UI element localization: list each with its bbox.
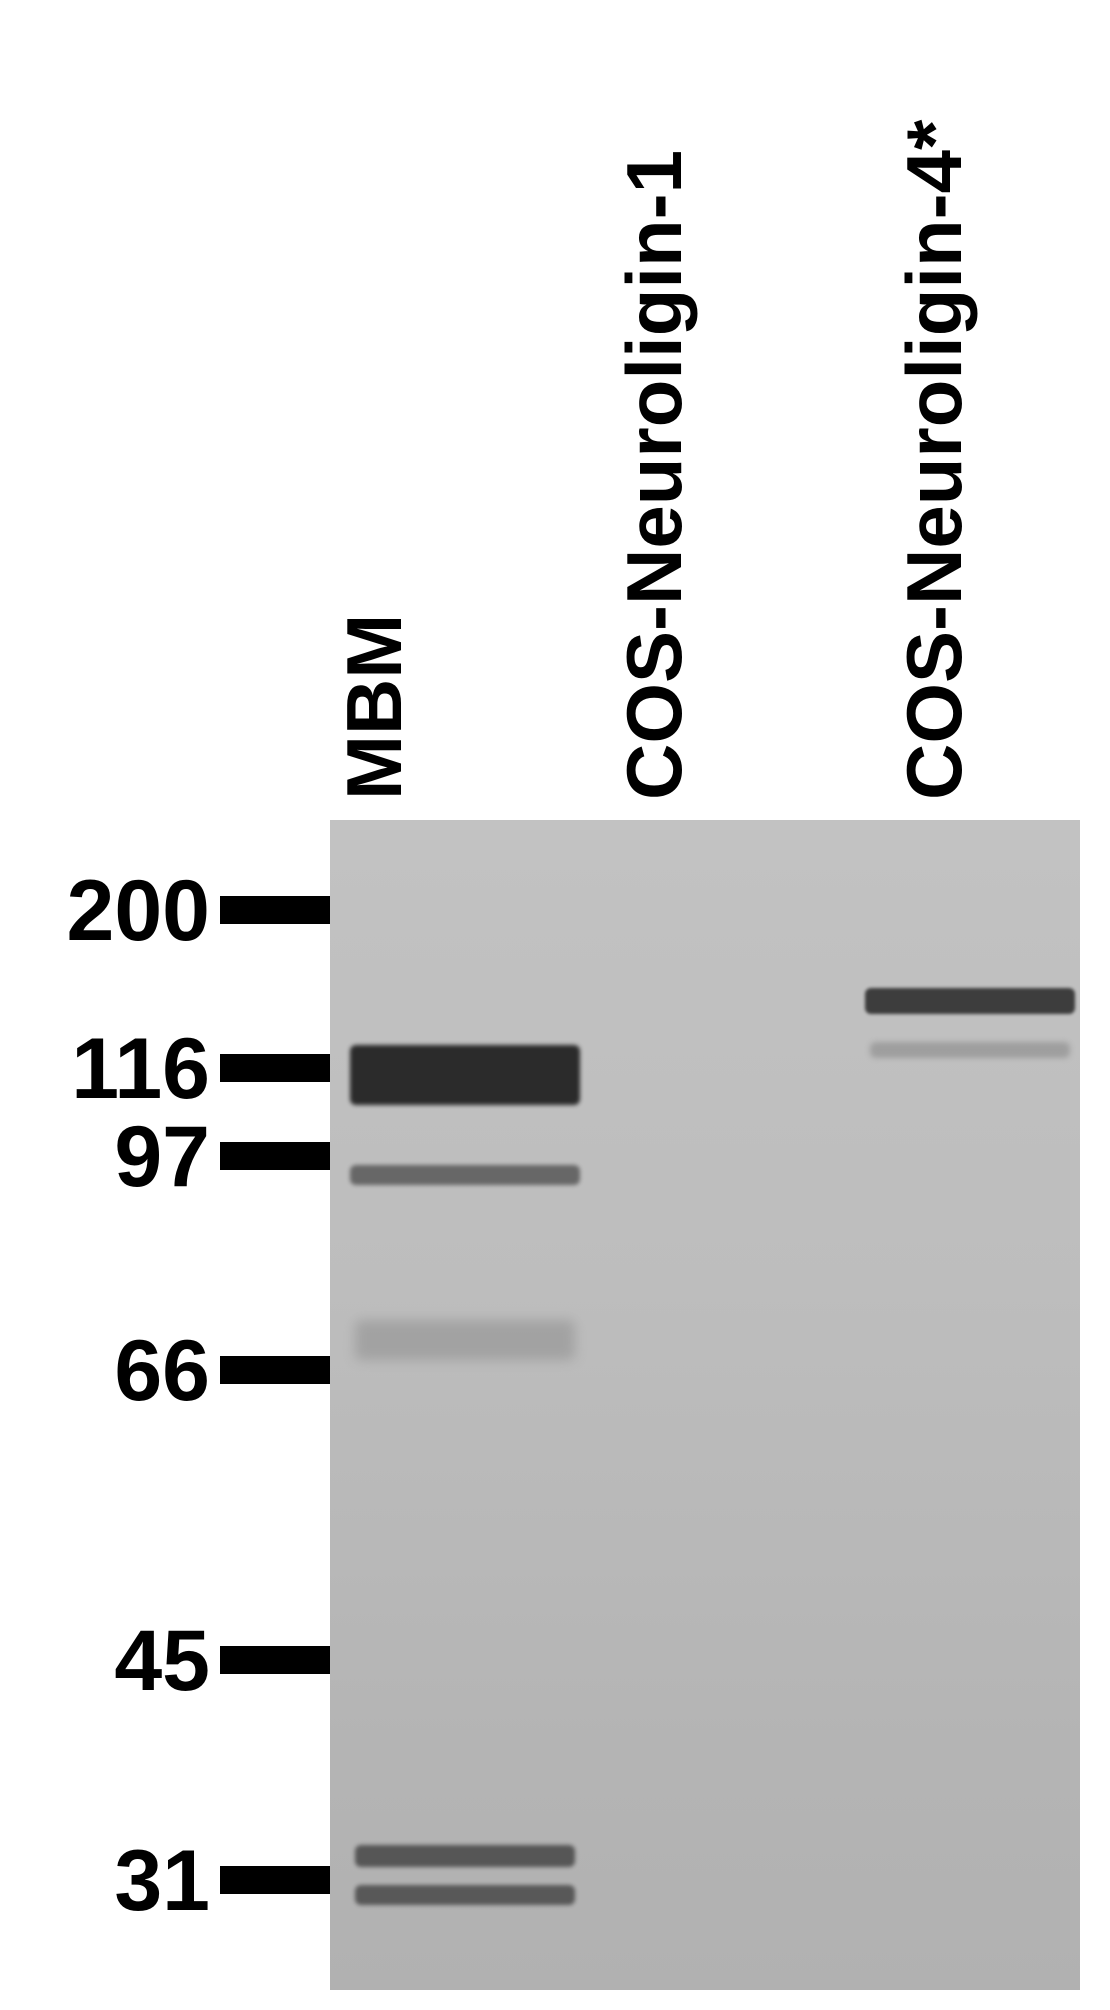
mw-label-66: 66 <box>114 1322 210 1421</box>
mw-label-31: 31 <box>114 1832 210 1931</box>
mw-tick-97 <box>220 1142 330 1170</box>
mw-tick-45 <box>220 1646 330 1674</box>
mw-tick-116 <box>220 1054 330 1082</box>
lane-label-cos-nl1: COS-Neuroligin-1 <box>609 150 700 800</box>
mw-tick-66 <box>220 1356 330 1384</box>
lane-label-cos-nl4: COS-Neuroligin-4* <box>889 120 980 800</box>
mw-tick-200 <box>220 896 330 924</box>
band-mbm-90 <box>350 1165 580 1185</box>
western-blot-figure: MBM COS-Neuroligin-1 COS-Neuroligin-4* 2… <box>0 0 1110 2010</box>
band-nl4-main <box>865 988 1075 1014</box>
mw-label-116: 116 <box>71 1020 210 1119</box>
blot-membrane <box>330 820 1080 1990</box>
band-mbm-31a <box>355 1845 575 1867</box>
lane-label-mbm: MBM <box>329 614 420 800</box>
band-mbm-31b <box>355 1885 575 1905</box>
band-mbm-116 <box>350 1045 580 1105</box>
mw-tick-31 <box>220 1866 330 1894</box>
band-nl4-faint <box>870 1042 1070 1058</box>
mw-label-45: 45 <box>114 1612 210 1711</box>
mw-label-200: 200 <box>67 862 211 961</box>
mw-label-97: 97 <box>114 1108 210 1207</box>
band-mbm-66-smear <box>355 1320 575 1360</box>
